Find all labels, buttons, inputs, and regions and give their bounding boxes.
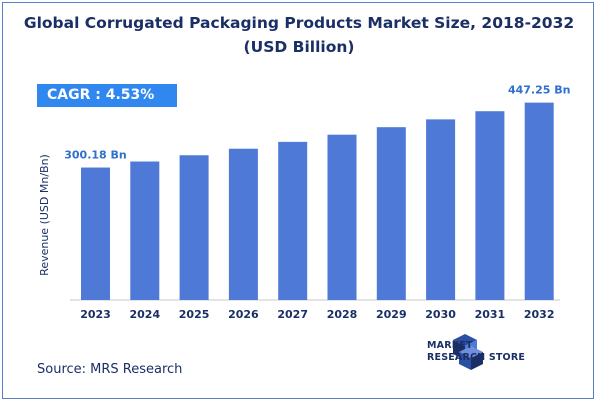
x-tick-2023: 2023 — [80, 308, 111, 321]
x-tick-2032: 2032 — [524, 308, 555, 321]
bar-2023 — [81, 167, 110, 300]
x-tick-2029: 2029 — [376, 308, 407, 321]
bar-2032 — [524, 102, 554, 300]
y-axis-label: Revenue (USD Mn/Bn) — [38, 154, 51, 276]
x-tick-2031: 2031 — [475, 308, 506, 321]
bar-2030 — [426, 119, 456, 300]
cagr-badge: CAGR : 4.53% — [37, 84, 177, 107]
chart-title-line2: (USD Billion) — [243, 38, 355, 56]
bars-group — [81, 102, 554, 301]
x-tick-2030: 2030 — [425, 308, 456, 321]
bar-2031 — [475, 111, 505, 301]
bar-2025 — [179, 155, 209, 300]
x-tick-2026: 2026 — [228, 308, 259, 321]
bar-2024 — [130, 161, 160, 300]
x-tick-2028: 2028 — [327, 308, 358, 321]
logo-text-line2: RESEARCH STORE — [427, 352, 526, 363]
bar-2026 — [228, 148, 258, 300]
bar-2027 — [278, 141, 308, 300]
market-research-store-logo-icon — [453, 334, 483, 370]
bar-2028 — [327, 134, 357, 300]
logo-text-line1: MARKET — [427, 340, 473, 351]
logo-text: MARKET RESEARCH STORE — [427, 340, 525, 364]
x-tick-2027: 2027 — [277, 308, 308, 321]
chart-title-line1: Global Corrugated Packaging Products Mar… — [23, 14, 575, 32]
x-tick-2024: 2024 — [129, 308, 160, 321]
data-label-2032: 447.25 Bn — [508, 84, 571, 97]
source-note: Source: MRS Research — [37, 362, 183, 377]
chart-title: Global Corrugated Packaging Products Mar… — [0, 11, 598, 59]
data-labels: 300.18 Bn 447.25 Bn — [64, 84, 570, 162]
x-tick-2025: 2025 — [179, 308, 210, 321]
data-label-2023: 300.18 Bn — [64, 149, 127, 162]
bar-2029 — [376, 127, 406, 301]
x-tick-labels: 2023 2024 2025 2026 2027 2028 2029 2030 2031 2032 — [80, 308, 554, 321]
